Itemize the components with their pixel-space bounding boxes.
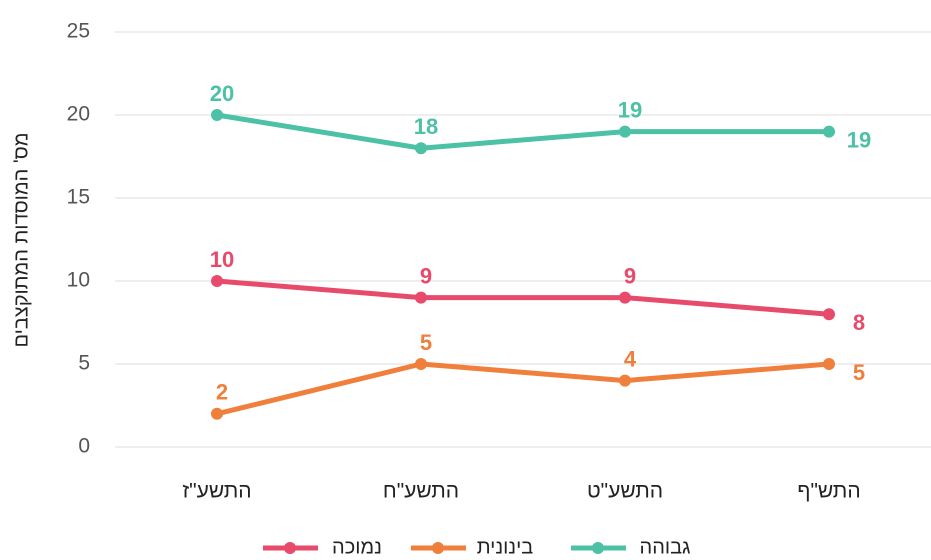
data-label: 19 — [847, 127, 871, 152]
y-tick-label: 5 — [78, 352, 90, 375]
legend-label: בינונית — [477, 536, 534, 558]
x-tick-label: התשע"ח — [383, 480, 459, 503]
legend-label: נמוכה — [332, 536, 382, 558]
y-tick-label: 20 — [67, 103, 90, 126]
data-label: 2 — [216, 380, 228, 405]
x-tick-label: התש"ף — [797, 480, 860, 503]
legend-marker — [284, 542, 296, 554]
data-label: 5 — [420, 330, 432, 355]
legend-label: גבוהה — [640, 536, 691, 558]
legend-marker — [592, 542, 604, 554]
data-label: 19 — [618, 97, 642, 122]
point — [619, 374, 631, 387]
point — [211, 275, 223, 287]
y-tick-label: 10 — [67, 269, 90, 292]
point — [415, 291, 427, 304]
series-line — [216, 112, 829, 151]
y-tick-label: 15 — [67, 186, 90, 209]
x-tick-label: התשע"ט — [587, 480, 663, 503]
data-label: 8 — [853, 310, 865, 335]
point — [619, 291, 631, 304]
y-tick-label: 0 — [78, 435, 90, 458]
series-line — [216, 278, 830, 317]
point — [823, 308, 835, 321]
point — [823, 358, 835, 370]
y-tick-label: 25 — [67, 20, 90, 43]
data-label: 5 — [853, 360, 865, 385]
point — [823, 125, 835, 138]
data-label: 18 — [414, 114, 438, 139]
data-label: 9 — [420, 263, 432, 288]
x-tick-label: התשע"ז — [182, 480, 251, 503]
point — [415, 358, 427, 370]
point — [619, 125, 631, 138]
legend-marker — [432, 542, 444, 554]
series-line — [216, 361, 830, 417]
data-label: 4 — [624, 346, 637, 371]
data-label: 20 — [210, 81, 234, 106]
point — [211, 109, 223, 121]
point — [211, 407, 223, 420]
data-label: 10 — [210, 247, 234, 272]
point — [415, 142, 427, 155]
data-label: 9 — [624, 263, 636, 288]
y-axis-label: מס' המוסדות המתוקצבים — [10, 132, 32, 347]
